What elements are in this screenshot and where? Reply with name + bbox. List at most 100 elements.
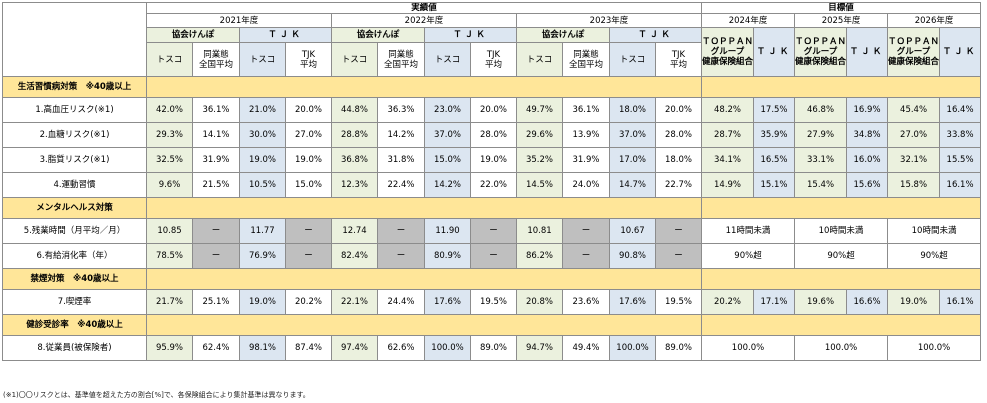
section-fill [700, 197, 982, 219]
row-label: 5.残業時間（月平均／月） [2, 218, 147, 244]
row-label: 4.運動習慣 [2, 172, 147, 198]
value-cell: 15.0% [285, 172, 332, 198]
value-cell: 31.8% [377, 147, 425, 173]
tjk-header: ＴＪＫ [424, 27, 517, 43]
target-cell: 16.0% [846, 147, 889, 173]
section-fill [700, 314, 982, 336]
value-cell: 94.7% [516, 335, 563, 361]
value-cell: ー [562, 218, 610, 244]
value-cell: 28.0% [655, 122, 702, 148]
tjk-header: ＴＪＫ [609, 27, 702, 43]
target-cell: 16.9% [846, 97, 889, 123]
value-cell: 29.3% [146, 122, 193, 148]
target-cell: 27.9% [794, 122, 848, 148]
value-cell: 14.5% [516, 172, 563, 198]
target-cell: 28.7% [700, 122, 755, 148]
table-row: 2.血糖リスク(※1) 29.3% 14.1% 30.0% 27.0% 28.8% 14.2… [2, 122, 982, 148]
value-cell: 19.0% [239, 147, 286, 173]
target-cell: 14.9% [700, 172, 755, 198]
col-industry-avg: 同業態 全国平均 [192, 42, 240, 77]
target-cell: 16.1% [939, 289, 982, 315]
value-cell: ー [377, 218, 425, 244]
value-cell: 22.0% [470, 172, 517, 198]
row-label: 7.喫煙率 [2, 289, 147, 315]
value-cell: 20.0% [285, 97, 332, 123]
col-tosco: トスコ [516, 42, 563, 77]
value-cell: 97.4% [331, 335, 378, 361]
value-cell: 29.6% [516, 122, 563, 148]
target-cell: 100.0% [887, 335, 982, 361]
target-cell: 48.2% [700, 97, 755, 123]
target-cell: 33.8% [939, 122, 982, 148]
value-cell: 49.4% [562, 335, 610, 361]
col-tosco: トスコ [424, 42, 471, 77]
value-cell: 17.0% [609, 147, 656, 173]
table-row: 1.高血圧リスク(※1) 42.0% 36.1% 21.0% 20.0% 44.8% 36.… [2, 97, 982, 123]
target-cell: 15.6% [846, 172, 889, 198]
target-cell: 32.1% [887, 147, 941, 173]
value-cell: ー [285, 243, 332, 269]
section-checkup: 健診受診率 ※40歳以上 [2, 314, 147, 336]
value-cell: 20.0% [470, 97, 517, 123]
table-row: 7.喫煙率 21.7% 25.1% 19.0% 20.2% 22.1% 24.4% 17.6%… [2, 289, 982, 315]
value-cell: 23.0% [424, 97, 471, 123]
value-cell: 32.5% [146, 147, 193, 173]
value-cell: 18.0% [655, 147, 702, 173]
value-cell: 19.0% [239, 289, 286, 315]
value-cell: 12.3% [331, 172, 378, 198]
col-tosco: トスコ [609, 42, 656, 77]
value-cell: 31.9% [192, 147, 240, 173]
target-cell: 46.8% [794, 97, 848, 123]
toppan-header: ＴＯＰＰＡＮ グループ 健康保険組合 [700, 27, 755, 77]
table-row: 6.有給消化率（年） 78.5% ー 76.9% ー 82.4% ー 80.9% ー 86.2% ー… [2, 243, 982, 269]
value-cell: 35.2% [516, 147, 563, 173]
target-values-header: 目標値 [700, 2, 982, 14]
value-cell: 98.1% [239, 335, 286, 361]
value-cell: 89.0% [655, 335, 702, 361]
value-cell: 31.9% [562, 147, 610, 173]
table-row: 8.従業員(被保険者) 95.9% 62.4% 98.1% 87.4% 97.4% 62.6… [2, 335, 982, 361]
value-cell: 42.0% [146, 97, 193, 123]
value-cell: 62.6% [377, 335, 425, 361]
col-tosco: トスコ [239, 42, 286, 77]
value-cell: 9.6% [146, 172, 193, 198]
value-cell: 20.8% [516, 289, 563, 315]
row-label: 3.脂質リスク(※1) [2, 147, 147, 173]
value-cell: 14.2% [424, 172, 471, 198]
value-cell: 100.0% [609, 335, 656, 361]
value-cell: 37.0% [609, 122, 656, 148]
value-cell: 20.2% [285, 289, 332, 315]
target-cell: 100.0% [700, 335, 796, 361]
value-cell: 89.0% [470, 335, 517, 361]
value-cell: 28.8% [331, 122, 378, 148]
value-cell: 19.0% [285, 147, 332, 173]
value-cell: 21.0% [239, 97, 286, 123]
value-cell: 10.67 [609, 218, 656, 244]
target-cell: 90%超 [794, 243, 889, 269]
value-cell: 19.0% [470, 147, 517, 173]
value-cell: 22.1% [331, 289, 378, 315]
kyokai-header: 協会けんぽ [516, 27, 610, 43]
value-cell: ー [655, 243, 702, 269]
value-cell: 22.7% [655, 172, 702, 198]
target-cell: 19.6% [794, 289, 848, 315]
value-cell: 23.6% [562, 289, 610, 315]
section-mental-health: メンタルヘルス対策 [2, 197, 147, 219]
value-cell: 36.1% [192, 97, 240, 123]
table-row: 3.脂質リスク(※1) 32.5% 31.9% 19.0% 19.0% 36.8% 31.8… [2, 147, 982, 173]
value-cell: 76.9% [239, 243, 286, 269]
value-cell: 28.0% [470, 122, 517, 148]
value-cell: 78.5% [146, 243, 193, 269]
actual-values-header: 実績値 [146, 2, 702, 14]
value-cell: 10.5% [239, 172, 286, 198]
value-cell: 44.8% [331, 97, 378, 123]
value-cell: 17.6% [424, 289, 471, 315]
value-cell: 37.0% [424, 122, 471, 148]
target-cell: 11時間未満 [700, 218, 796, 244]
value-cell: 12.74 [331, 218, 378, 244]
value-cell: 82.4% [331, 243, 378, 269]
col-tosco: トスコ [146, 42, 193, 77]
target-cell: 15.1% [753, 172, 796, 198]
value-cell: 95.9% [146, 335, 193, 361]
